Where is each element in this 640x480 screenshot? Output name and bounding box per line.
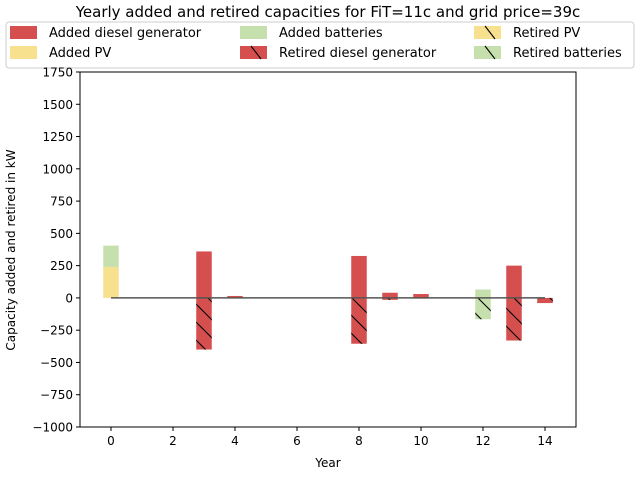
y-tick-label: 750 (50, 195, 73, 209)
y-tick-label: 1000 (42, 162, 73, 176)
legend-swatch-added-diesel-generator (10, 26, 37, 39)
bar-added-diesel-generator-year-8 (351, 255, 367, 298)
y-tick-label: 250 (50, 259, 73, 273)
legend-label-added-diesel-generator: Added diesel generator (49, 26, 202, 41)
x-tick-label: 2 (169, 434, 177, 448)
x-tick-label: 0 (107, 434, 115, 448)
bar-hatch-retired-diesel-generator-year-9 (382, 297, 398, 300)
bar-hatch-retired-diesel-generator-year-14 (537, 297, 553, 304)
legend-swatch-added-batteries (240, 26, 267, 39)
legend-swatch-retired-diesel-generator (240, 46, 267, 59)
x-tick-label: 8 (355, 434, 363, 448)
legend-label-added-batteries: Added batteries (279, 26, 383, 41)
y-tick-label: −500 (40, 356, 73, 370)
y-axis-label: Capacity added and retired in kW (4, 149, 18, 350)
bar-added-diesel-generator-year-3 (196, 251, 212, 298)
bar-added-diesel-generator-year-4 (227, 295, 243, 298)
y-tick-label: 1500 (42, 98, 73, 112)
chart-title: Yearly added and retired capacities for … (75, 3, 581, 21)
legend-swatch-retired-pv (474, 26, 501, 39)
legend-label-retired-diesel-generator: Retired diesel generator (279, 46, 437, 61)
x-axis-label: Year (314, 456, 340, 470)
bar-added-batteries-year-0 (103, 245, 119, 267)
x-tick-label: 6 (293, 434, 301, 448)
plot-frame (79, 71, 577, 428)
y-tick-label: 0 (65, 291, 73, 305)
legend: Added diesel generator Added PV Added batt… (5, 21, 635, 69)
legend-hatch-retired-pv (484, 25, 496, 40)
legend-label-retired-batteries: Retired batteries (513, 46, 622, 61)
legend-hatch-retired-batteries (484, 45, 496, 60)
bar-hatch-retired-batteries-year-12 (475, 297, 491, 320)
y-tick-label: −1000 (32, 421, 73, 435)
y-tick-label: 1750 (42, 66, 73, 80)
bar-added-diesel-generator-year-13 (506, 265, 522, 298)
x-tick-label: 4 (231, 434, 239, 448)
legend-label-added-pv: Added PV (49, 46, 111, 61)
x-tick-label: 14 (537, 434, 552, 448)
y-tick-label: 1250 (42, 130, 73, 144)
legend-hatch-retired-diesel-generator (250, 45, 262, 60)
bar-hatch-retired-diesel-generator-year-13 (506, 297, 522, 341)
y-tick-label: 500 (50, 227, 73, 241)
bar-added-diesel-generator-year-10 (413, 294, 429, 298)
legend-swatch-added-pv (10, 46, 37, 59)
y-tick-label: −250 (40, 324, 73, 338)
bar-added-pv-year-0 (103, 266, 119, 298)
bars (103, 245, 553, 350)
bar-hatch-retired-diesel-generator-year-8 (351, 297, 367, 344)
legend-swatch-retired-batteries (474, 46, 501, 59)
legend-label-retired-pv: Retired PV (513, 26, 580, 41)
x-tick-label: 12 (475, 434, 490, 448)
y-tick-label: −750 (40, 388, 73, 402)
bar-added-batteries-year-12 (475, 289, 491, 298)
x-tick-label: 10 (413, 434, 428, 448)
bar-hatch-retired-diesel-generator-year-3 (196, 297, 212, 350)
bar-added-diesel-generator-year-9 (382, 292, 398, 298)
